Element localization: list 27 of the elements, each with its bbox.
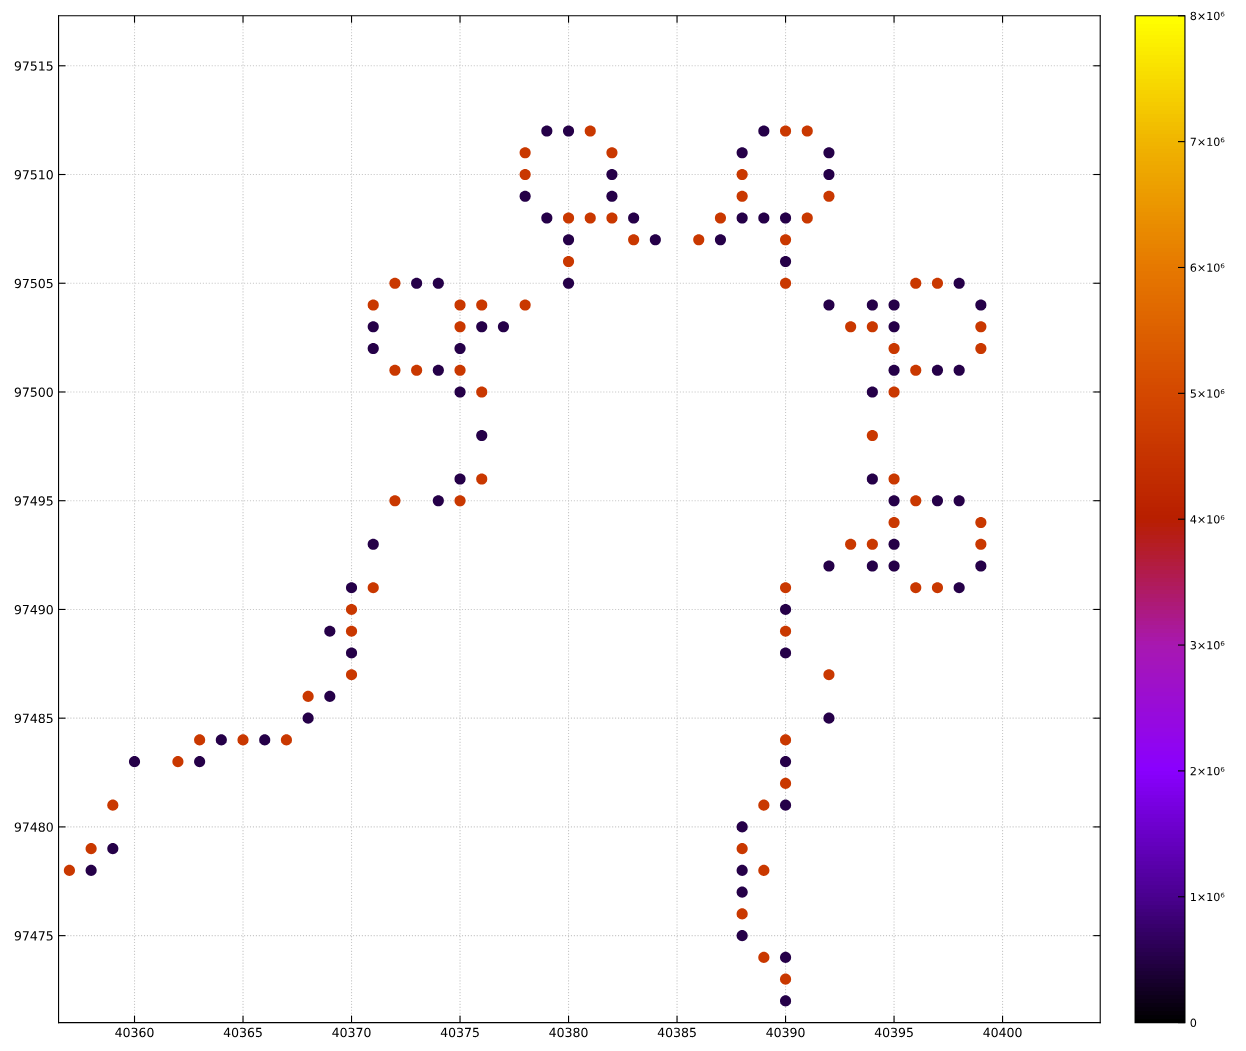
y-tick-label: 97510 [14, 169, 53, 180]
color-bar-label: 0 [1190, 1018, 1197, 1027]
y-tick-label: 97490 [14, 604, 53, 615]
y-tick-label: 97500 [14, 387, 53, 397]
color-bar-label: 6×10⁶ [1190, 263, 1225, 272]
y-tick-label: 97505 [14, 278, 53, 289]
y-tick-label: 97515 [14, 61, 53, 71]
color-bar-label: 5×10⁶ [1190, 389, 1225, 398]
x-tick-label: 40385 [657, 1027, 696, 1038]
color-bar-label: 4×10⁶ [1190, 515, 1225, 524]
color-bar-label: 8×10⁶ [1190, 11, 1225, 21]
x-tick-label: 40395 [874, 1027, 913, 1038]
x-tick-label: 40375 [440, 1027, 479, 1038]
x-tick-label: 40365 [223, 1027, 262, 1038]
y-tick-label: 97495 [14, 496, 53, 506]
x-tick-label: 40370 [332, 1027, 371, 1038]
color-bar-label: 1×10⁶ [1191, 892, 1225, 902]
y-tick-label: 97485 [14, 713, 53, 724]
color-bar-label: 3×10⁶ [1190, 641, 1225, 650]
x-tick-label: 40400 [983, 1027, 1022, 1038]
x-tick-label: 40390 [766, 1027, 805, 1038]
y-tick-label: 97480 [14, 822, 53, 832]
y-tick-label: 97475 [14, 931, 53, 941]
x-tick-label: 40380 [549, 1027, 588, 1038]
color-bar-label: 2×10⁶ [1190, 766, 1225, 776]
x-tick-label: 40360 [115, 1027, 154, 1038]
color-bar-label: 7×10⁶ [1190, 137, 1225, 146]
